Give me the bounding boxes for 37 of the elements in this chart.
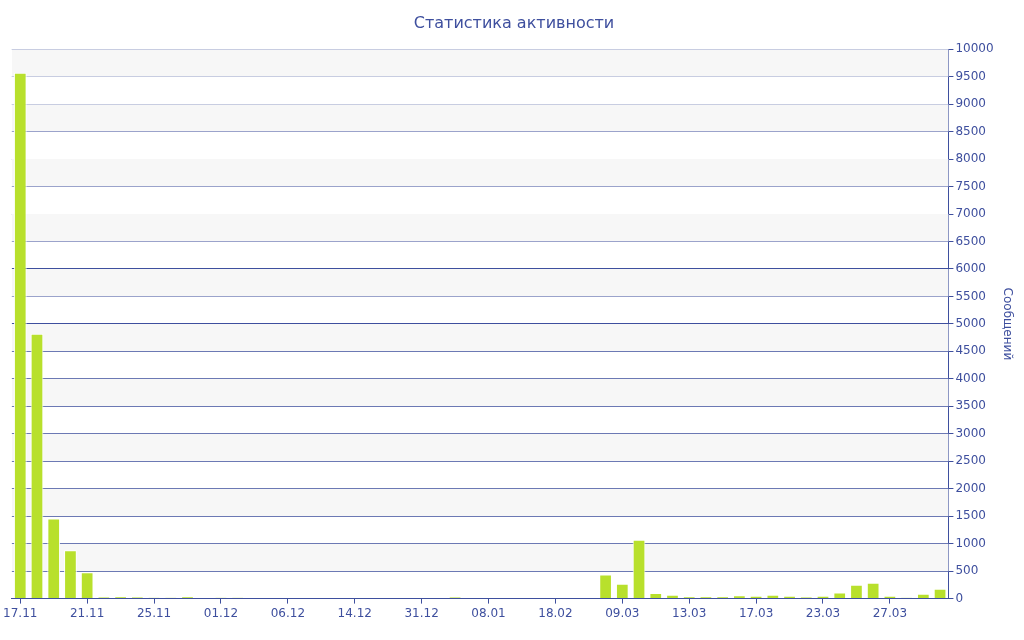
y-tick-label: 8500 <box>955 123 986 138</box>
y-tick-label: 3500 <box>955 398 986 413</box>
x-tick-label: 06.12 <box>270 605 306 620</box>
y-tick-label: 3000 <box>955 425 986 440</box>
y-tick-label: 4500 <box>955 343 986 358</box>
x-tick-label: 23.03 <box>805 605 841 620</box>
y-tick-label: 7000 <box>955 206 986 221</box>
x-tick-label: 18.02 <box>538 605 573 620</box>
y-tick-label: 5500 <box>955 288 986 303</box>
y-tick-label: 9500 <box>955 68 986 83</box>
y-axis-title: Сообщений <box>1000 287 1015 361</box>
y-tick-label: 1000 <box>955 535 986 550</box>
x-tick-label: 08.01 <box>471 605 506 620</box>
x-tick-label: 14.12 <box>337 605 372 620</box>
x-tick-label: 01.12 <box>203 605 239 620</box>
y-tick-label: 10000 <box>955 41 994 56</box>
y-tick-label: 9000 <box>955 96 986 111</box>
chart-title: Статистика активности <box>413 12 615 32</box>
x-tick-label: 21.11 <box>69 605 105 620</box>
y-tick-label: 5000 <box>955 316 986 331</box>
y-tick-label: 1500 <box>955 508 986 523</box>
y-tick-label: 4000 <box>955 370 986 385</box>
x-tick-label: 09.03 <box>605 605 640 620</box>
y-tick-label: 2000 <box>955 480 986 495</box>
y-tick-label: 7500 <box>955 178 986 193</box>
x-tick-label: 17.03 <box>738 605 774 620</box>
y-tick-label: 2500 <box>955 453 986 468</box>
x-tick-label: 17.11 <box>3 605 38 620</box>
y-tick-label: 500 <box>955 563 979 578</box>
x-tick-label: 31.12 <box>404 605 439 620</box>
y-tick-label: 6500 <box>955 233 986 248</box>
y-tick-label: 6000 <box>955 261 986 276</box>
x-tick-label: 13.03 <box>672 605 707 620</box>
x-tick-label: 25.11 <box>136 605 172 620</box>
x-tick-label: 27.03 <box>872 605 908 620</box>
y-tick-label: 8000 <box>955 151 986 166</box>
y-tick-label: 0 <box>955 590 964 605</box>
